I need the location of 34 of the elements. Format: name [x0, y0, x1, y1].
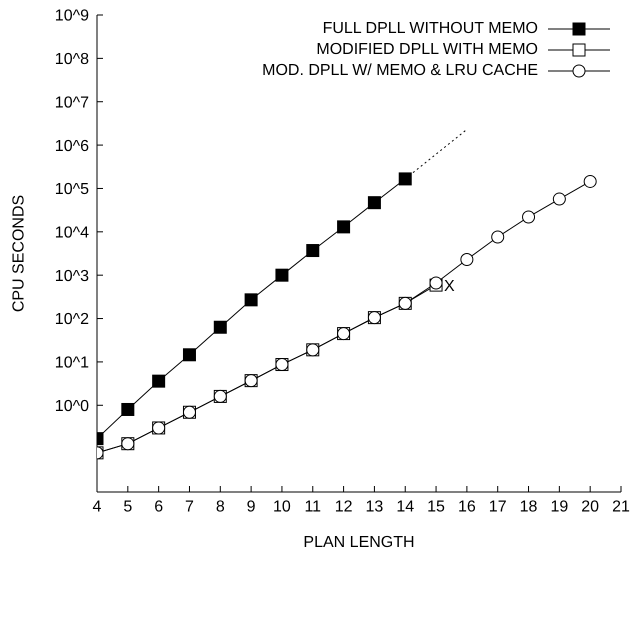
x-tick-label: 21: [612, 498, 630, 516]
annotation: X: [444, 278, 456, 295]
x-tick-label: 18: [520, 498, 538, 516]
y-tick-label: 10^9: [54, 8, 90, 25]
x-tick-label: 4: [92, 498, 102, 516]
x-tick-label: 16: [458, 498, 476, 516]
y-tick-label: 10^0: [54, 398, 90, 415]
x-tick-label: 19: [550, 498, 568, 516]
legend-label: MODIFIED DPLL WITH MEMO: [316, 40, 538, 58]
y-tick-label: 10^3: [54, 268, 90, 285]
y-tick-label: 10^6: [54, 138, 90, 155]
x-tick-label: 11: [304, 498, 322, 516]
x-tick-label: 8: [216, 498, 225, 516]
x-tick-label: 17: [488, 498, 507, 516]
x-tick-label: 6: [154, 498, 164, 516]
x-tick-label: 5: [123, 498, 132, 516]
y-tick-label: 10^5: [54, 181, 90, 198]
y-tick-label: 10^1: [54, 354, 90, 372]
y-tick-label: 10^7: [54, 94, 90, 112]
y-tick-label: 10^2: [54, 311, 90, 328]
x-tick-label: 13: [366, 498, 384, 516]
x-tick-label: 15: [427, 498, 446, 516]
x-tick-label: 9: [246, 498, 256, 516]
legend-label: FULL DPLL WITHOUT MEMO: [322, 20, 538, 38]
x-tick-label: 12: [334, 498, 353, 516]
x-axis-title: PLAN LENGTH: [303, 534, 415, 551]
x-tick-label: 7: [185, 498, 194, 516]
legend-label: MOD. DPLL W/ MEMO & LRU CACHE: [262, 62, 538, 80]
y-tick-label: 10^4: [54, 224, 90, 242]
y-tick-label: 10^8: [54, 51, 90, 68]
y-axis-title: CPU SECONDS: [10, 194, 28, 312]
x-tick-label: 14: [396, 498, 414, 516]
x-tick-label: 20: [581, 498, 600, 516]
x-tick-label: 10: [273, 498, 291, 516]
